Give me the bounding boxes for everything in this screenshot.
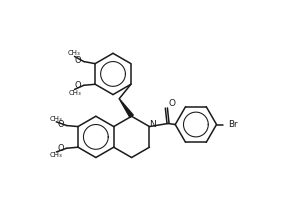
Text: O: O [57, 144, 64, 153]
Text: O: O [168, 99, 175, 108]
Text: O: O [75, 56, 81, 65]
Polygon shape [119, 99, 133, 118]
Text: CH₃: CH₃ [50, 152, 63, 158]
Text: Br: Br [228, 120, 237, 129]
Text: CH₃: CH₃ [68, 90, 81, 96]
Text: CH₃: CH₃ [67, 50, 80, 56]
Text: O: O [75, 81, 81, 90]
Text: CH₃: CH₃ [50, 116, 63, 122]
Text: N: N [150, 121, 156, 129]
Text: O: O [57, 120, 64, 129]
